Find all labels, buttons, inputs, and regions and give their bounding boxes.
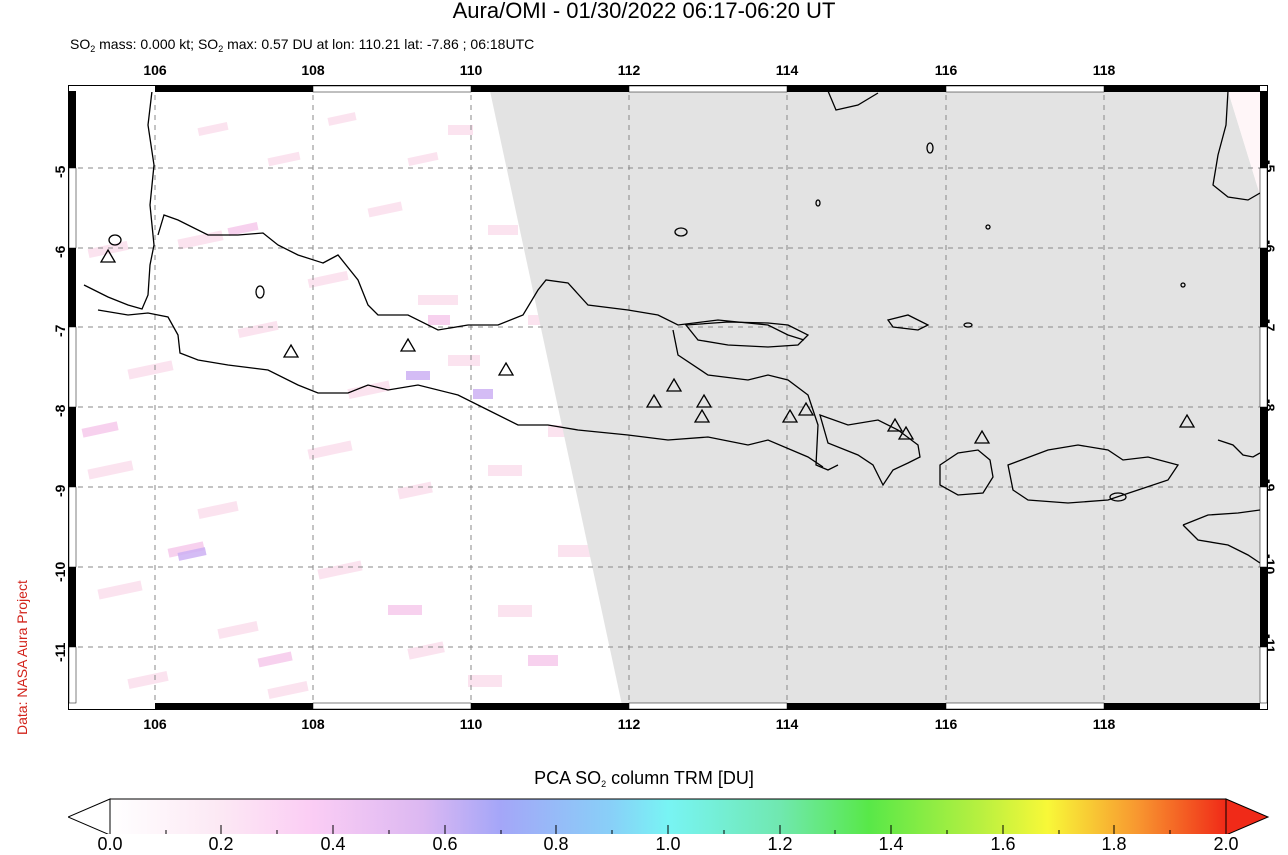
colorbar-tick: 0.0 bbox=[97, 834, 123, 854]
so2-label: SO bbox=[197, 36, 219, 52]
lon-tick-bottom: 118 bbox=[1092, 716, 1116, 732]
colorbar-tick: 0.4 bbox=[320, 834, 346, 854]
so2-max-value: max: 0.57 DU at lon: 110.21 lat: -7.86 ;… bbox=[223, 36, 535, 52]
lat-tick-left: -7 bbox=[52, 324, 68, 337]
colorbar-tick: 0.6 bbox=[432, 834, 458, 854]
lon-tick-bottom: 110 bbox=[459, 716, 483, 732]
lat-tick-left: -10 bbox=[52, 561, 68, 582]
lon-tick-bottom: 114 bbox=[775, 716, 799, 732]
colorbar-label-suffix: column TRM [DU] bbox=[606, 768, 754, 788]
colorbar-tick: 1.4 bbox=[878, 834, 904, 854]
map-subtitle: SO2 mass: 0.000 kt; SO2 max: 0.57 DU at … bbox=[70, 36, 534, 54]
colorbar-tick: 0.8 bbox=[543, 834, 569, 854]
colorbar bbox=[66, 798, 1278, 839]
lon-tick-top: 108 bbox=[301, 62, 325, 78]
lon-tick-top: 110 bbox=[459, 62, 483, 78]
graticule bbox=[76, 91, 1260, 704]
lat-tick-left: -9 bbox=[52, 484, 68, 497]
colorbar-tick: 0.2 bbox=[208, 834, 234, 854]
lat-tick-left: -11 bbox=[52, 642, 68, 662]
colorbar-label: PCA SO2 column TRM [DU] bbox=[0, 768, 1288, 789]
data-credit: Data: NASA Aura Project bbox=[14, 580, 30, 735]
colorbar-tick: 1.6 bbox=[990, 834, 1016, 854]
so2-label: SO bbox=[70, 36, 91, 52]
colorbar-tick: 1.8 bbox=[1101, 834, 1127, 854]
subscript: 2 bbox=[90, 44, 96, 54]
map-title: Aura/OMI - 01/30/2022 06:17-06:20 UT bbox=[452, 0, 836, 23]
subscript: 2 bbox=[218, 44, 224, 54]
so2-pixels bbox=[76, 91, 1260, 704]
coastlines bbox=[83, 91, 1260, 564]
subscript: 2 bbox=[601, 779, 607, 789]
lon-tick-bottom: 112 bbox=[617, 716, 641, 732]
lon-tick-bottom: 106 bbox=[143, 716, 167, 732]
lon-tick-top: 112 bbox=[617, 62, 641, 78]
lon-tick-top: 116 bbox=[934, 62, 958, 78]
lat-tick-left: -5 bbox=[52, 165, 68, 178]
lon-tick-top: 106 bbox=[143, 62, 167, 78]
no-data-region bbox=[490, 91, 1260, 704]
so2-max-pixel bbox=[177, 371, 493, 561]
lat-tick-left: -6 bbox=[52, 245, 68, 258]
colorbar-tick: 1.0 bbox=[655, 834, 681, 854]
volcano-markers bbox=[99, 248, 1196, 444]
colorbar-tick: 2.0 bbox=[1213, 834, 1239, 854]
map-frame bbox=[68, 85, 1268, 710]
colorbar-tick: 1.2 bbox=[767, 834, 793, 854]
lon-tick-bottom: 116 bbox=[934, 716, 958, 732]
colorbar-label-prefix: PCA SO bbox=[534, 768, 602, 788]
so2-map bbox=[68, 85, 1268, 710]
lon-tick-top: 114 bbox=[775, 62, 799, 78]
lat-tick-left: -8 bbox=[52, 404, 68, 417]
lon-tick-bottom: 108 bbox=[301, 716, 325, 732]
so2-mass-value: mass: 0.000 kt; bbox=[95, 36, 198, 52]
colorbar-max-arrow bbox=[1225, 798, 1270, 836]
colorbar-min-arrow bbox=[66, 798, 111, 836]
lon-tick-top: 118 bbox=[1092, 62, 1116, 78]
